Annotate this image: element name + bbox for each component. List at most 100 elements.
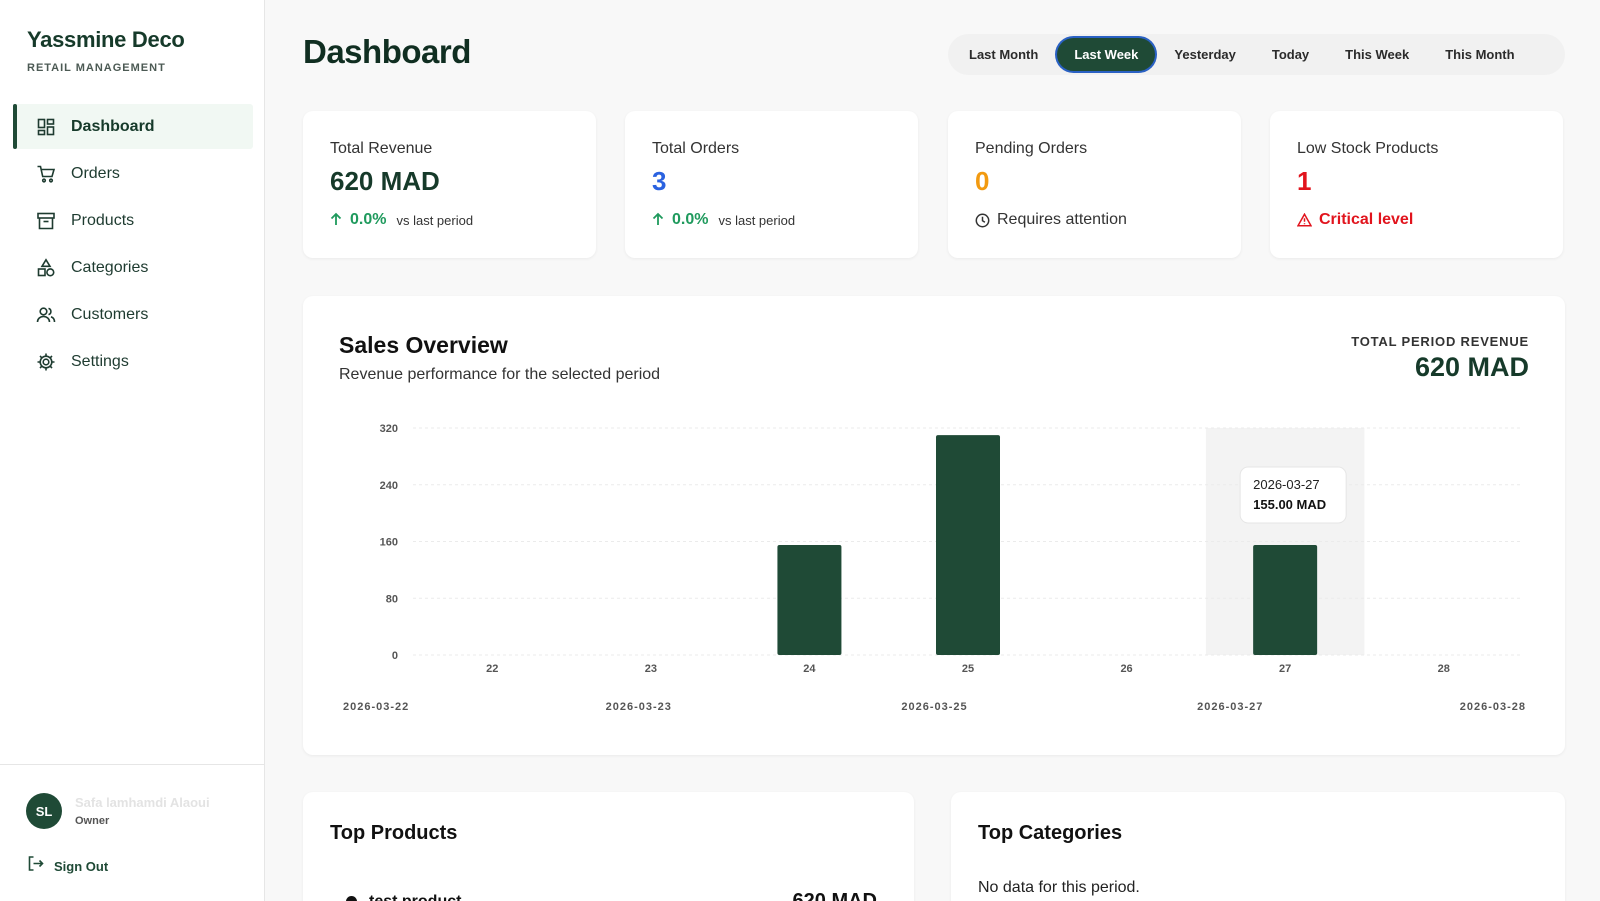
sidebar-item-settings[interactable]: Settings bbox=[13, 339, 253, 384]
sign-out-label: Sign Out bbox=[54, 858, 109, 874]
sidebar-item-label: Customers bbox=[71, 305, 149, 323]
sign-out-button[interactable]: Sign Out bbox=[27, 855, 108, 877]
stat-value: 0 bbox=[975, 166, 990, 196]
product-name: test product bbox=[369, 892, 462, 901]
sidebar-item-categories[interactable]: Categories bbox=[13, 245, 253, 290]
user-role: Owner bbox=[75, 815, 110, 827]
stat-card-pending-orders: Pending Orders 0 Requires attention bbox=[948, 111, 1241, 258]
cart-icon bbox=[36, 164, 56, 184]
avatar[interactable]: SL bbox=[26, 793, 62, 829]
gear-icon bbox=[36, 352, 56, 372]
list-item[interactable]: test product 620 MAD bbox=[330, 890, 877, 901]
arrow-up-icon bbox=[652, 212, 664, 229]
top-products-title: Top Products bbox=[330, 822, 458, 844]
users-icon bbox=[36, 305, 56, 325]
x-tick-label: 22 bbox=[486, 663, 498, 675]
date-label: 2026-03-25 bbox=[901, 701, 967, 713]
range-this-week[interactable]: This Week bbox=[1345, 47, 1410, 62]
y-tick-label: 240 bbox=[380, 480, 398, 492]
note-text: Critical level bbox=[1319, 211, 1414, 228]
sales-bar-chart[interactable]: 0 80 160 240 320 22 23 24 25 26 27 28 2026-03-22 2026… bbox=[303, 296, 1565, 755]
stat-card-total-orders: Total Orders 3 0.0% vs last period bbox=[625, 111, 918, 258]
stat-value: 3 bbox=[652, 166, 667, 196]
y-tick-label: 80 bbox=[386, 593, 398, 605]
sidebar-item-products[interactable]: Products bbox=[13, 198, 253, 243]
stat-change: 0.0% vs last period bbox=[330, 211, 473, 229]
note-text: Requires attention bbox=[997, 211, 1127, 228]
change-note: vs last period bbox=[396, 212, 474, 228]
stat-label: Total Revenue bbox=[330, 140, 433, 157]
sidebar-item-label: Settings bbox=[71, 352, 129, 370]
stat-note: Critical level bbox=[1297, 211, 1413, 229]
user-name: Safa lamhamdi Alaoui bbox=[75, 795, 210, 810]
warning-icon bbox=[1297, 213, 1312, 227]
box-icon bbox=[36, 211, 56, 231]
stat-card-low-stock: Low Stock Products 1 Critical level bbox=[1270, 111, 1563, 258]
sidebar-item-label: Categories bbox=[71, 258, 149, 276]
change-percent: 0.0% bbox=[672, 211, 709, 228]
sales-subtitle: Revenue performance for the selected per… bbox=[339, 366, 661, 383]
shapes-icon bbox=[36, 257, 56, 278]
brand-name: Yassmine Deco bbox=[27, 27, 185, 52]
total-period-revenue-label: TOTAL PERIOD REVENUE bbox=[1351, 334, 1529, 349]
sidebar-item-label: Dashboard bbox=[71, 117, 155, 135]
sidebar-item-customers[interactable]: Customers bbox=[13, 292, 253, 337]
x-tick-label: 24 bbox=[803, 663, 816, 675]
date-range-selector: Last Month Last Week Yesterday Today Thi… bbox=[948, 34, 1565, 75]
clock-icon bbox=[975, 213, 990, 228]
sidebar-item-label: Orders bbox=[71, 164, 120, 182]
stat-change: 0.0% vs last period bbox=[652, 211, 795, 229]
top-products-card: Top Products test product 620 MAD bbox=[303, 792, 914, 901]
x-tick-label: 27 bbox=[1279, 663, 1291, 675]
chart-bar[interactable] bbox=[1253, 545, 1318, 655]
top-categories-card: Top Categories No data for this period. bbox=[951, 792, 1565, 901]
user-panel: SL Safa lamhamdi Alaoui Owner Sign Out bbox=[0, 764, 265, 901]
stat-label: Pending Orders bbox=[975, 140, 1088, 157]
x-tick-label: 25 bbox=[962, 663, 974, 675]
chart-bar[interactable] bbox=[936, 435, 1000, 655]
stat-note: Requires attention bbox=[975, 211, 1127, 229]
brand-subtitle: RETAIL MANAGEMENT bbox=[27, 62, 166, 74]
date-label: 2026-03-23 bbox=[606, 701, 672, 713]
product-revenue: 620 MAD bbox=[792, 890, 877, 901]
dashboard-icon bbox=[36, 117, 56, 137]
arrow-up-icon bbox=[330, 212, 342, 229]
y-tick-label: 160 bbox=[380, 537, 398, 549]
date-label: 2026-03-28 bbox=[1460, 701, 1526, 713]
range-yesterday[interactable]: Yesterday bbox=[1174, 47, 1236, 62]
sales-title: Sales Overview bbox=[339, 332, 508, 358]
empty-state-text: No data for this period. bbox=[978, 879, 1140, 896]
sidebar-item-orders[interactable]: Orders bbox=[13, 151, 253, 196]
range-this-month[interactable]: This Month bbox=[1445, 47, 1515, 62]
date-label: 2026-03-27 bbox=[1197, 701, 1263, 713]
range-last-week[interactable]: Last Week bbox=[1057, 38, 1156, 71]
chart-tooltip: 2026-03-27 155.00 MAD bbox=[1239, 466, 1347, 524]
stat-card-total-revenue: Total Revenue 620 MAD 0.0% vs last perio… bbox=[303, 111, 596, 258]
stat-label: Low Stock Products bbox=[1297, 140, 1439, 157]
sidebar-item-label: Products bbox=[71, 211, 135, 229]
range-last-month[interactable]: Last Month bbox=[969, 47, 1039, 62]
x-tick-label: 26 bbox=[1120, 663, 1132, 675]
tooltip-box bbox=[1239, 466, 1347, 524]
x-tick-label: 23 bbox=[645, 663, 657, 675]
total-period-revenue-value: 620 MAD bbox=[1414, 352, 1529, 382]
date-label: 2026-03-22 bbox=[343, 701, 409, 713]
stat-value: 1 bbox=[1297, 166, 1312, 196]
logout-icon bbox=[27, 855, 44, 877]
sidebar-nav: Dashboard Orders Products Categories Cus… bbox=[13, 104, 253, 386]
change-note: vs last period bbox=[718, 212, 796, 228]
chart-bar[interactable] bbox=[777, 545, 842, 655]
sidebar-item-dashboard[interactable]: Dashboard bbox=[13, 104, 253, 149]
stat-value: 620 MAD bbox=[330, 166, 440, 196]
page-title: Dashboard bbox=[303, 33, 471, 70]
brand: Yassmine Deco RETAIL MANAGEMENT bbox=[27, 27, 185, 74]
stat-label: Total Orders bbox=[652, 140, 740, 157]
top-categories-title: Top Categories bbox=[978, 822, 1123, 844]
sidebar: Yassmine Deco RETAIL MANAGEMENT Dashboar… bbox=[0, 0, 265, 901]
y-tick-label: 320 bbox=[380, 423, 398, 435]
sales-overview-card: Sales Overview Revenue performance for t… bbox=[303, 296, 1565, 755]
tooltip-date: 2026-03-27 bbox=[1253, 477, 1320, 492]
bullet-icon bbox=[346, 896, 357, 901]
y-tick-label: 0 bbox=[392, 650, 398, 662]
range-today[interactable]: Today bbox=[1271, 47, 1310, 62]
